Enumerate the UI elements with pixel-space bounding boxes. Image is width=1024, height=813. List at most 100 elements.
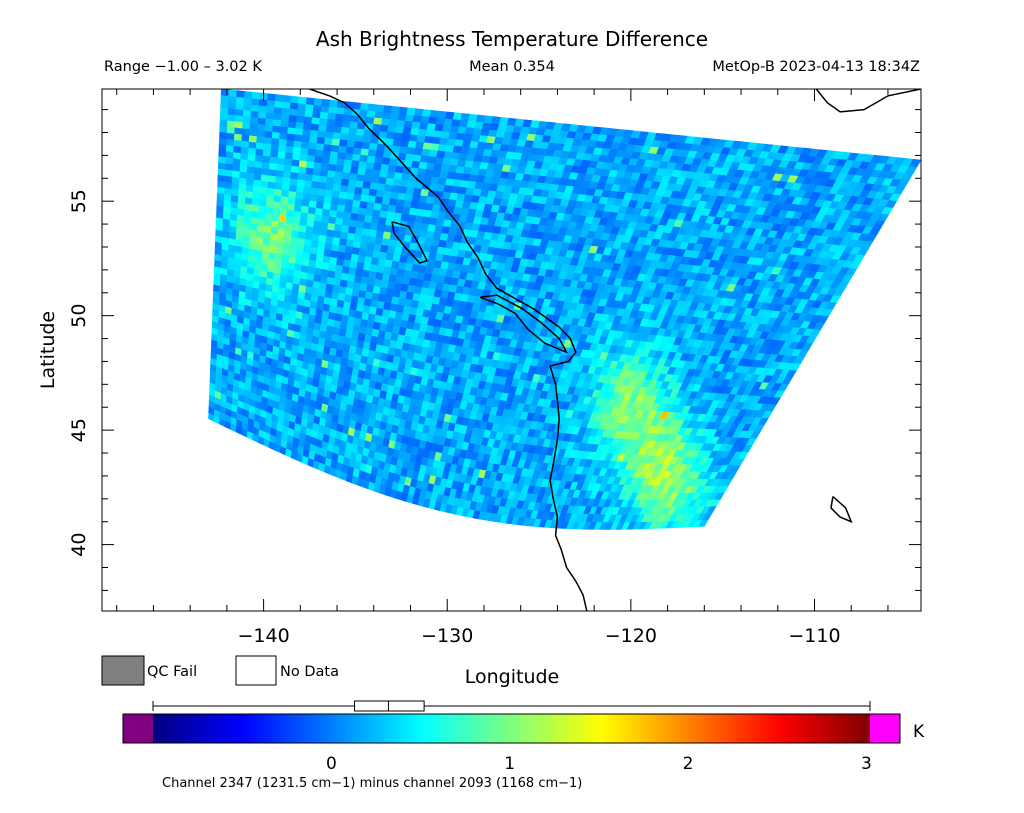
swath-cell — [290, 165, 300, 174]
swath-cell — [269, 162, 278, 171]
swath-cell — [280, 119, 290, 128]
swath-cell — [370, 175, 380, 184]
swath-cell — [338, 190, 348, 200]
swath-cell — [266, 99, 276, 108]
colorbar — [153, 714, 870, 743]
swath-cell — [322, 149, 332, 158]
swath-cell — [291, 158, 301, 167]
swath-cell — [279, 125, 289, 134]
swath-cell — [382, 111, 392, 120]
swath-cell — [356, 173, 366, 182]
swath-cell — [346, 139, 356, 148]
swath-cell — [306, 154, 316, 163]
swath-cell — [327, 222, 336, 231]
swath-cell — [249, 122, 259, 131]
swath-cell — [240, 146, 250, 155]
swath-cell — [335, 164, 345, 173]
swath-cell — [271, 131, 281, 140]
swath-cell — [312, 104, 322, 113]
swath-cell — [226, 126, 236, 134]
swath-cell — [303, 122, 313, 130]
colorbar-tick-label: 1 — [504, 754, 515, 774]
swath-cell — [336, 210, 345, 219]
swath-cell — [373, 162, 383, 171]
swath-cell — [227, 101, 237, 110]
swath-cell — [225, 156, 234, 165]
swath-cell — [318, 117, 329, 126]
swath-cell — [287, 126, 297, 135]
swath-cell — [303, 186, 312, 195]
swath-cell — [365, 116, 376, 124]
swath-cell — [337, 151, 347, 160]
value-boxplot — [152, 700, 871, 712]
swath-cell — [255, 141, 265, 150]
swath-cell — [356, 220, 365, 229]
swath-cell — [258, 104, 268, 113]
swath-cell — [308, 141, 318, 150]
swath-cell — [342, 113, 352, 122]
swath-cell — [311, 174, 321, 183]
swath-cell — [325, 124, 335, 133]
swath-cell — [374, 110, 384, 119]
swath-cell — [383, 105, 393, 113]
x-tick-label: −110 — [788, 625, 840, 647]
swath-cell — [272, 125, 282, 133]
swath-cell — [341, 120, 352, 128]
swath-cell — [233, 151, 242, 160]
swath-cell — [306, 160, 315, 169]
swath-cell — [313, 98, 323, 106]
swath-cell — [247, 153, 257, 162]
swath-cell — [360, 193, 370, 203]
swath-cell — [286, 132, 296, 141]
swath-cell — [387, 124, 397, 133]
swath-cell — [368, 142, 379, 151]
swath-cell — [279, 132, 288, 140]
swath-cell — [280, 113, 290, 122]
swath-cell — [328, 105, 338, 114]
swath-cell — [311, 180, 320, 189]
boxplot-box — [354, 700, 425, 712]
swath-cell — [243, 91, 253, 99]
swath-cell — [246, 171, 255, 180]
plot-frame — [101, 88, 922, 612]
swath-cell — [294, 133, 304, 142]
swath-cell — [320, 162, 330, 171]
qc-fail-label: QC Fail — [147, 664, 197, 680]
swath-cell — [320, 105, 330, 113]
swath-cell — [293, 140, 303, 148]
swath-cell — [217, 168, 226, 176]
swath-cell — [242, 115, 252, 124]
coastline-2 — [391, 221, 429, 264]
swath-cell — [327, 169, 337, 178]
swath-cell — [272, 118, 282, 127]
x-tick-label: −130 — [421, 625, 473, 647]
swath-cell — [240, 152, 249, 161]
swath-cell — [300, 140, 310, 149]
swath-cell — [348, 127, 358, 135]
swath-cell — [333, 125, 343, 134]
swath-cell — [286, 139, 295, 147]
colorbar-tick-label: 0 — [326, 754, 337, 774]
swath-cell — [225, 144, 235, 153]
swath-cell — [241, 133, 250, 142]
swath-cell — [394, 125, 405, 134]
swath-cell — [239, 158, 249, 167]
swath-cell — [344, 204, 353, 214]
swath-cell — [357, 213, 366, 222]
swath-cell — [284, 157, 293, 166]
swath-cell — [315, 142, 325, 151]
y-tick-label: 55 — [68, 189, 90, 213]
swath-cell — [345, 146, 355, 155]
swath-cell — [402, 126, 413, 135]
y-tick-label: 45 — [68, 418, 90, 442]
swath-cell — [292, 152, 301, 161]
swath-cell — [352, 153, 362, 162]
swath-cell — [302, 128, 312, 137]
swath-cell — [355, 127, 366, 136]
swath-cell — [227, 107, 237, 116]
swath-cell — [218, 143, 227, 152]
swath-cell — [246, 165, 256, 174]
swath-cell — [349, 120, 359, 129]
swath-cell — [258, 111, 267, 119]
swath-cell — [271, 137, 280, 146]
